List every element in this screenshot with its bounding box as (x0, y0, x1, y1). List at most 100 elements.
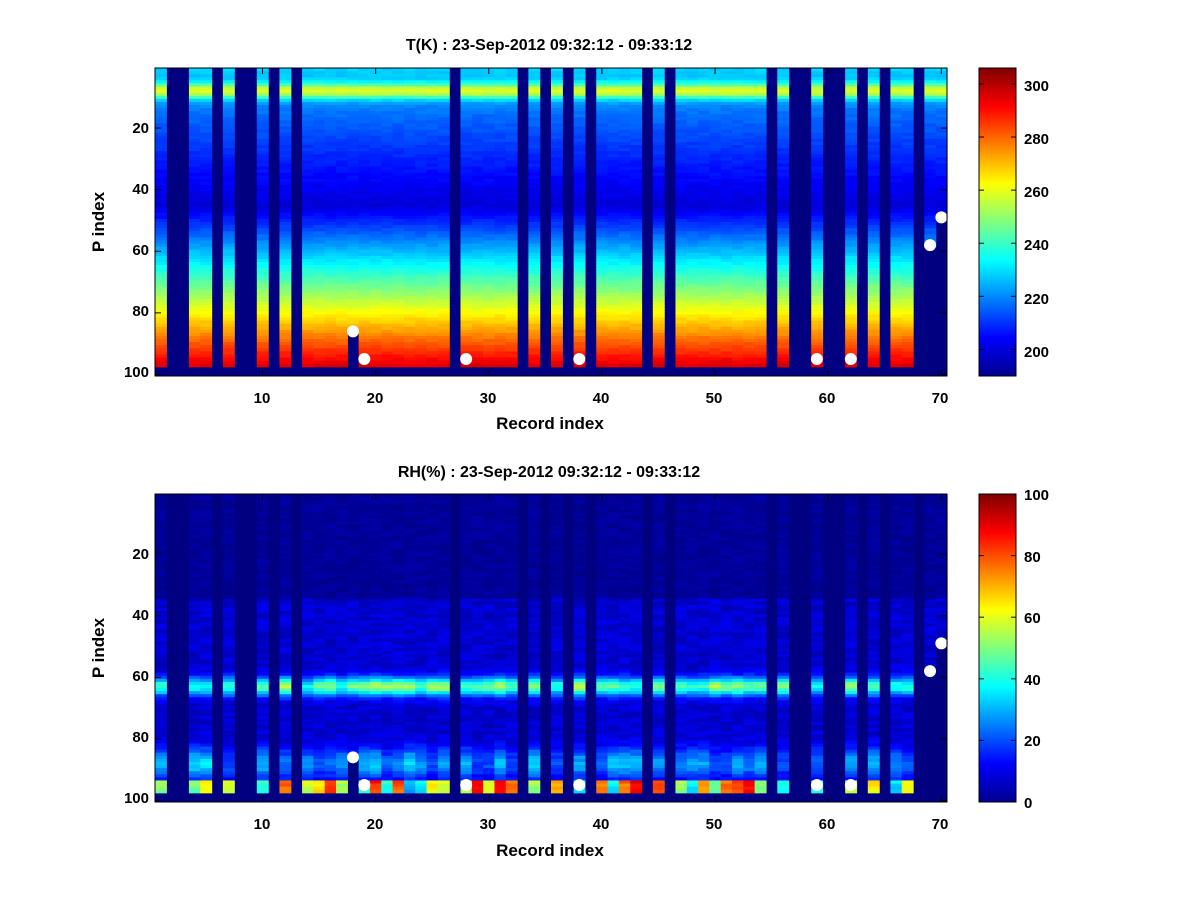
heatmap-cell (732, 231, 744, 235)
heatmap-cell (698, 249, 710, 254)
heatmap-cell (403, 268, 416, 272)
heatmap-cell (505, 68, 518, 72)
heatmap-cell (924, 154, 937, 158)
heatmap-cell (460, 68, 473, 72)
heatmap-cell (618, 178, 631, 183)
heatmap-cell (494, 80, 507, 84)
heatmap-cell (200, 258, 213, 263)
heatmap-cell (528, 314, 541, 319)
heatmap-cell (256, 185, 269, 189)
heatmap-cell (483, 141, 496, 146)
heatmap-cell (200, 148, 213, 152)
heatmap-cell (155, 326, 167, 331)
heatmap-cell (426, 351, 439, 356)
heatmap-cell (709, 280, 722, 285)
heatmap-cell (200, 252, 213, 257)
marker-point (358, 353, 371, 366)
heatmap-cell (720, 268, 733, 272)
heatmap-cell (709, 197, 722, 202)
heatmap-cell (494, 348, 507, 352)
heatmap-cell (188, 363, 201, 368)
heatmap-cell (494, 114, 507, 118)
heatmap-cell (324, 178, 337, 183)
heatmap-cell (698, 188, 710, 192)
heatmap-cell (709, 126, 722, 131)
heatmap-cell (811, 292, 824, 297)
heatmap-cell (573, 295, 586, 300)
heatmap-cell (743, 95, 756, 100)
heatmap-cell (618, 258, 631, 263)
heatmap-cell (256, 83, 269, 88)
heatmap-cell (392, 268, 405, 272)
heatmap-cell (188, 706, 201, 711)
heatmap-cell (188, 98, 201, 103)
heatmap-cell (675, 74, 688, 78)
heatmap-cell (200, 206, 213, 211)
heatmap-cell (528, 243, 541, 248)
heatmap-cell (709, 255, 722, 260)
heatmap-cell (483, 206, 496, 211)
heatmap-cell (347, 108, 360, 112)
heatmap-cell (630, 209, 643, 214)
heatmap-cell (437, 83, 450, 88)
heatmap-cell (415, 104, 428, 109)
heatmap-cell (200, 80, 213, 84)
heatmap-cell (777, 354, 790, 359)
heatmap-cell (279, 178, 292, 183)
heatmap-cell (901, 169, 914, 174)
heatmap-cell (720, 117, 733, 121)
heatmap-cell (392, 228, 405, 232)
heatmap-cell (811, 218, 824, 223)
heatmap-cell (528, 135, 541, 140)
heatmap-cell (415, 191, 428, 195)
heatmap-cell (256, 317, 269, 322)
heatmap-cell (732, 237, 744, 242)
heatmap-cell (494, 345, 507, 349)
heatmap-cell (551, 206, 563, 211)
heatmap-cell (811, 225, 824, 229)
heatmap-cell (698, 148, 710, 152)
heatmap-cell (528, 212, 541, 217)
heatmap-cell (528, 185, 541, 189)
heatmap-cell (494, 271, 507, 275)
heatmap-cell (188, 734, 201, 738)
heatmap-cell (155, 166, 167, 171)
heatmap-cell (630, 348, 643, 352)
heatmap-cell (698, 83, 710, 88)
heatmap-cell (369, 77, 382, 81)
heatmap-cell (483, 178, 496, 183)
heatmap-cell (336, 71, 348, 75)
heatmap-cell (347, 215, 360, 220)
heatmap-cell (743, 262, 756, 266)
heatmap-cell (573, 228, 586, 232)
heatmap-cell (347, 320, 360, 325)
heatmap-cell (381, 169, 394, 174)
heatmap-cell (155, 92, 167, 97)
heatmap-cell (415, 243, 428, 248)
heatmap-cell (222, 151, 235, 155)
heatmap-cell (596, 329, 609, 334)
heatmap-cell (437, 234, 450, 238)
heatmap-cell (460, 145, 473, 149)
heatmap-cell (415, 363, 428, 368)
heatmap-cell (754, 92, 767, 97)
heatmap-cell (901, 363, 914, 368)
heatmap-cell (483, 86, 496, 91)
heatmap-cell (596, 292, 609, 297)
heatmap-cell (551, 86, 563, 91)
heatmap-cell (302, 357, 314, 362)
heatmap-cell (483, 305, 496, 309)
heatmap-cell (200, 743, 213, 748)
heatmap-cell (901, 178, 914, 183)
heatmap-cell (347, 123, 360, 128)
heatmap-cell (652, 175, 665, 180)
heatmap-cell (573, 194, 586, 198)
heatmap-cell (698, 222, 710, 226)
heatmap-cell (426, 95, 439, 100)
heatmap-cell (890, 268, 903, 272)
heatmap-cell (403, 360, 416, 365)
heatmap-cell (743, 188, 756, 192)
heatmap-cell (867, 268, 880, 272)
heatmap-cell (188, 258, 201, 263)
heatmap-cell (403, 357, 416, 362)
